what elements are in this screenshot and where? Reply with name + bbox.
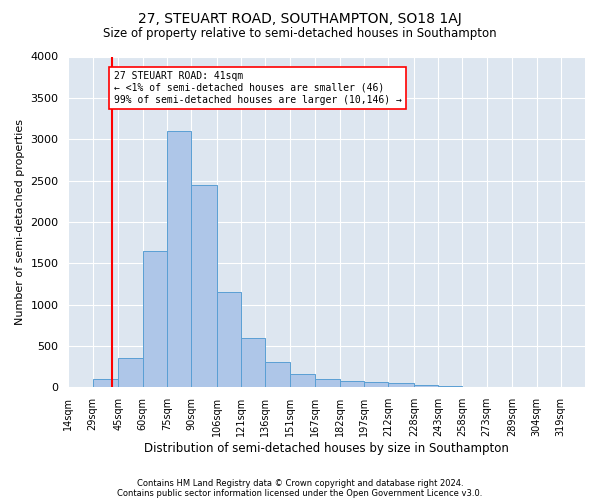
Text: Size of property relative to semi-detached houses in Southampton: Size of property relative to semi-detach… xyxy=(103,28,497,40)
X-axis label: Distribution of semi-detached houses by size in Southampton: Distribution of semi-detached houses by … xyxy=(144,442,509,455)
Bar xyxy=(290,374,316,388)
Bar xyxy=(316,379,340,388)
Bar xyxy=(340,381,364,388)
Bar xyxy=(438,386,463,388)
Text: Contains public sector information licensed under the Open Government Licence v3: Contains public sector information licen… xyxy=(118,489,482,498)
Bar xyxy=(92,379,118,388)
Text: 27, STEUART ROAD, SOUTHAMPTON, SO18 1AJ: 27, STEUART ROAD, SOUTHAMPTON, SO18 1AJ xyxy=(138,12,462,26)
Bar xyxy=(167,131,191,388)
Bar xyxy=(143,251,167,388)
Bar xyxy=(217,292,241,388)
Text: 27 STEUART ROAD: 41sqm
← <1% of semi-detached houses are smaller (46)
99% of sem: 27 STEUART ROAD: 41sqm ← <1% of semi-det… xyxy=(113,72,401,104)
Bar xyxy=(388,383,414,388)
Bar xyxy=(463,386,487,388)
Bar xyxy=(118,358,143,388)
Bar xyxy=(241,338,265,388)
Y-axis label: Number of semi-detached properties: Number of semi-detached properties xyxy=(15,119,25,325)
Bar xyxy=(265,362,290,388)
Bar xyxy=(414,385,438,388)
Bar xyxy=(191,184,217,388)
Bar xyxy=(364,382,388,388)
Text: Contains HM Land Registry data © Crown copyright and database right 2024.: Contains HM Land Registry data © Crown c… xyxy=(137,478,463,488)
